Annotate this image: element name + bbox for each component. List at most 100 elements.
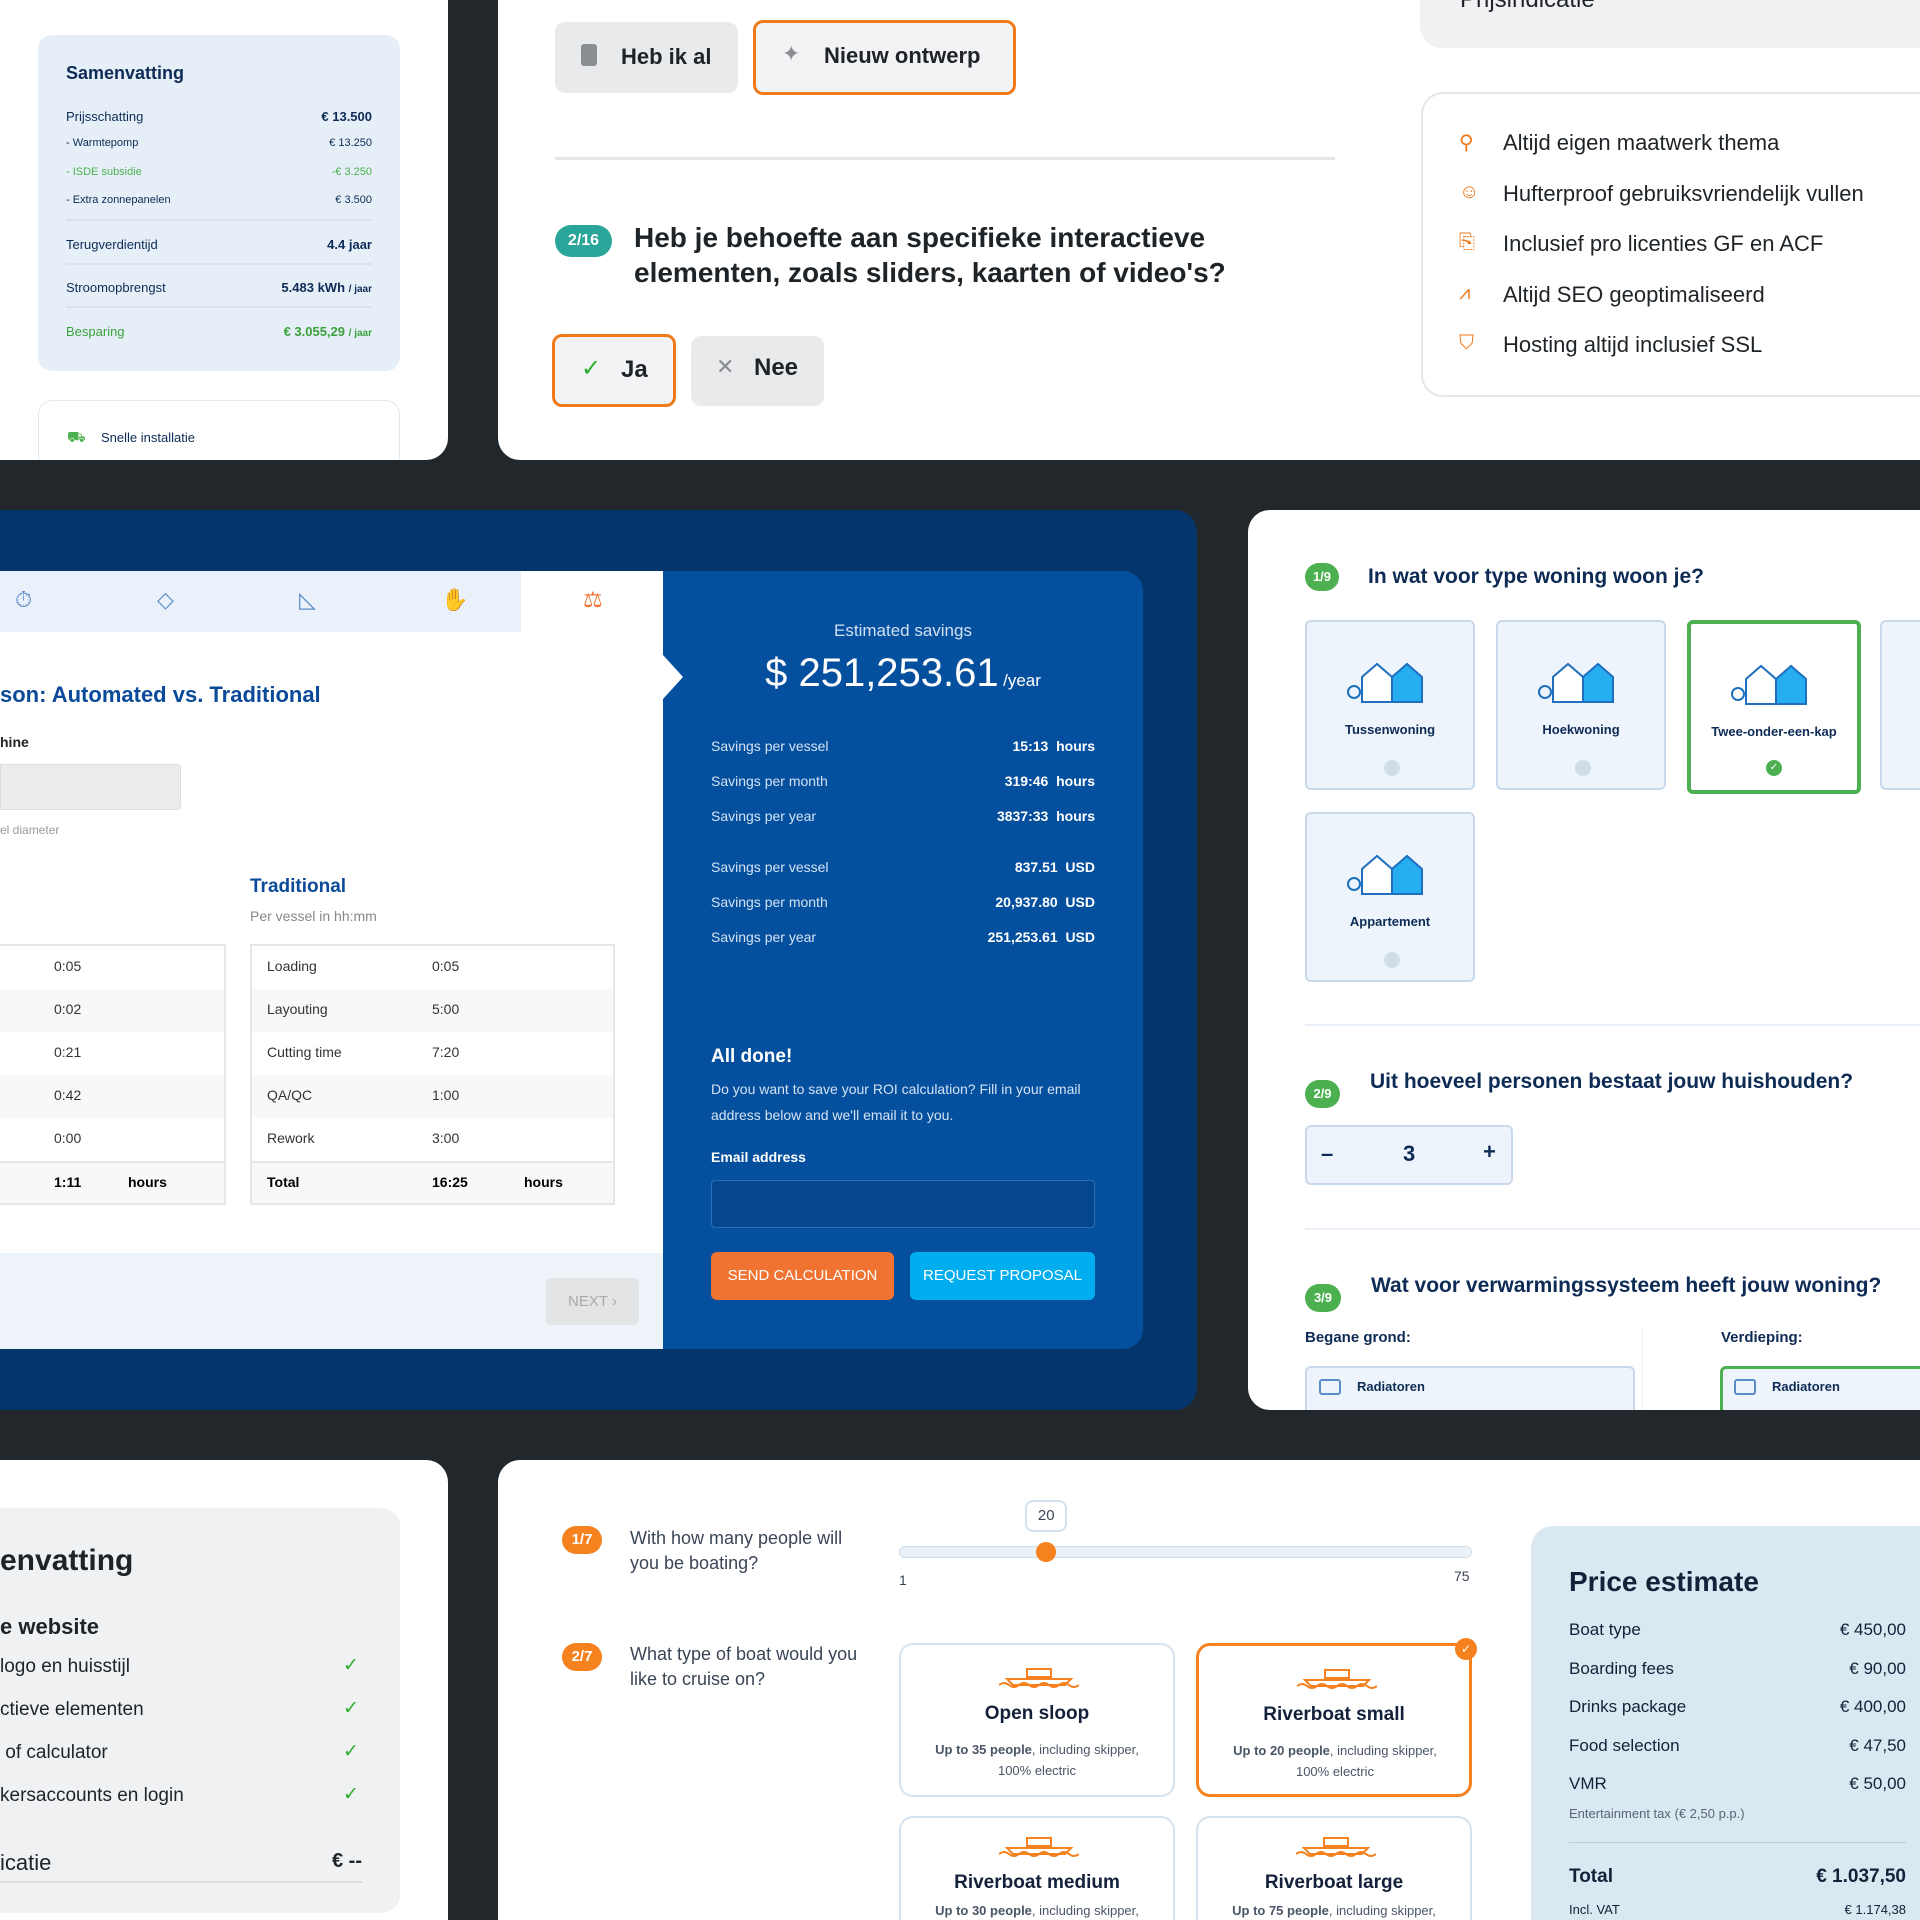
ground-radiator-option[interactable]: Radiatoren [1305, 1366, 1635, 1410]
savings-value: 15:13 hours [1012, 738, 1095, 754]
table-row: Rework 3:00 [252, 1118, 613, 1161]
set-square-icon[interactable]: ◺ [299, 587, 316, 612]
step-badge: 2/7 [562, 1643, 602, 1671]
slider-tooltip: 20 [1025, 1500, 1068, 1532]
floor-radiator-option[interactable]: Radiatoren [1720, 1366, 1920, 1410]
price-row-value: € 47,50 [1849, 1735, 1906, 1755]
step-tabs [0, 571, 521, 632]
total-label: Total [267, 1174, 300, 1190]
question: Heb je behoefte aan specifieke interacti… [634, 222, 1226, 288]
boat-option[interactable]: Riverboat small Up to 20 people, includi… [1196, 1638, 1477, 1797]
boat-name: Riverboat medium [954, 1872, 1120, 1893]
total-label: Total [1569, 1866, 1613, 1887]
house-type-option[interactable]: Appartement [1305, 812, 1475, 982]
boat-name: Riverboat small [1263, 1704, 1405, 1725]
boat-desc: Up to 35 people, including skipper, 100%… [935, 1742, 1139, 1778]
cell-value: 0:21 [54, 1044, 82, 1060]
cell-value: 0:05 [54, 958, 82, 974]
total-row: Total 16:25 hours [252, 1161, 613, 1203]
step-badge: 3/9 [1305, 1284, 1341, 1312]
persons-value[interactable]: 3 [1403, 1141, 1416, 1166]
yes-label: Ja [621, 356, 648, 383]
check-circle-icon: ✓ [1766, 760, 1782, 776]
house-type-option[interactable]: Hoekwoning [1496, 620, 1666, 790]
savings-card: Estimated savings $ 251,253.61 /year Sav… [663, 571, 1143, 1349]
summary-row-label: - Extra zonnepanelen [66, 194, 171, 206]
summary-row-label: - ISDE subsidie [66, 166, 142, 178]
total-unit: hours [128, 1174, 167, 1190]
done-title: All done! [711, 1046, 793, 1067]
roi-title: son: Automated vs. Traditional [0, 682, 321, 707]
no-button[interactable]: ✕ Nee [691, 336, 824, 406]
feature-item: Altijd SEO geoptimaliseerd [1503, 281, 1765, 307]
web-summary-card: envatting e website logo en huisstijl ✓ ct… [0, 1508, 400, 1913]
house-type-option[interactable]: Twee-onder-een-kap ✓ [1687, 620, 1861, 794]
roi-panel: ⏱ ◇ ◺ ✋ ⚖ son: Automated vs. Traditional hin… [0, 510, 1197, 1410]
email-input[interactable] [711, 1180, 1095, 1228]
savings-label: Savings per month [711, 773, 828, 789]
form-footer: NEXT › [0, 1253, 663, 1349]
have-label: Heb ik al [621, 44, 712, 69]
feature-item: Inclusief pro licenties GF en ACF [1503, 231, 1824, 256]
summary-item: kersaccounts en login [0, 1785, 184, 1806]
price-value: € -- [332, 1850, 362, 1872]
boat-option[interactable]: Open sloop Up to 35 people, including sk… [899, 1643, 1175, 1797]
estimated-unit: /year [1003, 671, 1041, 690]
increment-button[interactable]: + [1483, 1139, 1496, 1164]
summary-row-value: 5.483 kWh / jaar [281, 280, 372, 295]
no-label: Nee [754, 354, 799, 381]
feature-card: ⛟ Snelle installatie [38, 400, 400, 460]
new-design-label: Nieuw ontwerp [824, 43, 981, 68]
radio-dot [1384, 952, 1400, 968]
corner-house-icon [1538, 662, 1614, 703]
house-type-option[interactable] [1880, 620, 1920, 790]
feature-label: Snelle installatie [101, 430, 195, 445]
yes-button[interactable]: ✓ Ja [552, 334, 676, 407]
boat-option[interactable]: Riverboat medium Up to 30 people, includ… [899, 1816, 1175, 1920]
slider-thumb[interactable] [1036, 1542, 1057, 1562]
option-label: Twee-onder-een-kap [1711, 724, 1837, 739]
boat-panel: 1/7 With how many people will you be boa… [498, 1460, 1920, 1920]
divider [66, 219, 372, 221]
summary-row-value: € 13.500 [321, 109, 372, 124]
apartment-icon [1347, 854, 1423, 895]
price-estimate-card: Price estimate Boat type € 450,00 Boarding… [1531, 1526, 1920, 1920]
machine-input[interactable] [0, 764, 181, 810]
boat-name: Riverboat large [1264, 1872, 1404, 1893]
savings-label: Savings per year [711, 929, 817, 945]
have-button[interactable]: Heb ik al [555, 22, 738, 93]
cell-value: 0:42 [54, 1087, 82, 1103]
shape-icon[interactable]: ◇ [157, 587, 174, 612]
savings-value: 3837:33 hours [996, 808, 1095, 824]
price-indication-label: Prijsindicatie [1460, 0, 1595, 14]
chart-icon: ⩘ [1459, 281, 1471, 304]
table-row: Cutting time 7:20 [252, 1032, 613, 1075]
boat-desc: Up to 20 people, including skipper, 100%… [1233, 1743, 1437, 1779]
slider-min: 1 [899, 1572, 907, 1588]
house-type-option[interactable]: Tussenwoning [1305, 620, 1475, 790]
stopwatch-icon[interactable]: ⏱ [15, 587, 33, 612]
divider [1569, 1842, 1906, 1843]
next-button[interactable]: NEXT › [546, 1278, 639, 1325]
boat-option[interactable]: Riverboat large Up to 75 people, includi… [1196, 1816, 1472, 1920]
summary-title: Samenvatting [66, 63, 185, 83]
machine-label: hine [0, 734, 29, 750]
boat-icon [1297, 1669, 1377, 1689]
hand-icon[interactable]: ✋ [441, 587, 469, 612]
cell-value: 1:00 [432, 1087, 460, 1103]
persons-stepper[interactable]: – 3 + [1305, 1125, 1513, 1185]
check-icon: ✓ [343, 1741, 359, 1762]
scales-icon[interactable]: ⚖ [583, 587, 603, 612]
decrement-button[interactable]: – [1321, 1141, 1334, 1166]
people-slider[interactable] [899, 1546, 1472, 1558]
boat-desc: Up to 75 people, including skipper, [1232, 1903, 1436, 1918]
send-calculation-button[interactable]: SEND CALCULATION [711, 1252, 894, 1300]
total-row: 1:11 hours [0, 1161, 224, 1203]
check-icon: ✓ [581, 355, 602, 382]
table-row: Loading 0:05 [252, 946, 613, 989]
new-design-button[interactable]: ✦ Nieuw ontwerp [753, 20, 1016, 95]
request-proposal-button[interactable]: REQUEST PROPOSAL [910, 1252, 1095, 1300]
table-row: Layouting 5:00 [252, 989, 613, 1032]
web-summary-panel: envatting e website logo en huisstijl ✓ ct… [0, 1460, 448, 1920]
question-3: Wat voor verwarmingssysteem heeft jouw w… [1371, 1274, 1882, 1297]
